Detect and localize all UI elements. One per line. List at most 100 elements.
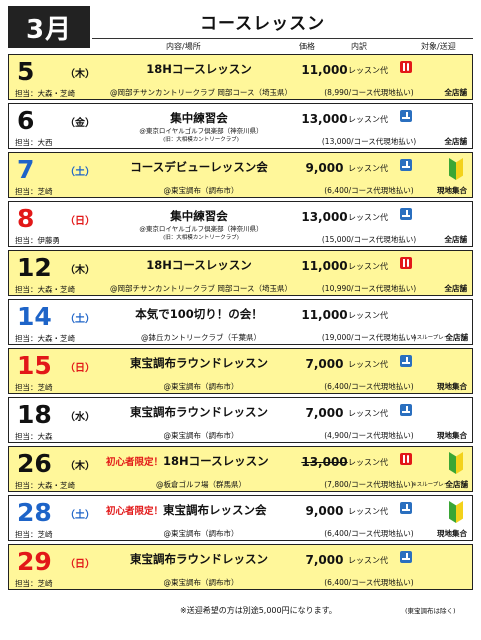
course-fee-note: (6,400/コース代現地払い) (324, 578, 414, 587)
event-price: 9,000 (305, 504, 344, 518)
event-day: 18 (17, 400, 52, 429)
event-day: 8 (17, 204, 35, 233)
event-destination: 現地集合 (437, 529, 467, 538)
driving-range-icon (400, 502, 412, 514)
event-staff: 担当：大森 (15, 432, 53, 441)
event-destination: 現地集合 (437, 431, 467, 440)
event-venue-wrap: @東京ロイヤルゴルフ倶楽部（神奈川県） (旧：大相模カントリークラブ) (95, 225, 307, 242)
driving-range-icon (400, 208, 412, 220)
event-title: 集中練習会 (170, 111, 228, 125)
event-day: 7 (17, 155, 35, 184)
event-destination: 現地集合 (437, 186, 467, 195)
event-venue: @東京ロイヤルゴルフ倶楽部（神奈川県） (139, 127, 263, 135)
course-fee-note: (4,900/コース代現地払い) (324, 431, 414, 440)
schedule-row[interactable]: 12 （木） 担当：大森・芝崎 18Hコースレッスン @岡部チサンカントリークラブ 岡部… (8, 250, 473, 296)
event-price: 13,000 (301, 455, 348, 469)
beginner-mark-icon (449, 158, 463, 180)
event-venue: @板倉ゴルフ場（群馬県） (156, 480, 246, 489)
month-label: 3月 (8, 6, 90, 48)
event-title: 18Hコースレッスン (146, 258, 252, 272)
column-header-price: 価格 (299, 42, 315, 51)
footer-note: ※送迎希望の方は別途5,000円になります。 (180, 606, 337, 615)
schedule-row[interactable]: 18 （水） 担当：大森 東宝調布ラウンドレッスン @東宝調布（調布市） 7,000 レッス… (8, 397, 473, 443)
event-price: 11,000 (301, 259, 348, 273)
schedule-row[interactable]: 6 （金） 担当：大西 集中練習会 @東京ロイヤルゴルフ倶楽部（神奈川県） (旧：大相模カ… (8, 103, 473, 149)
course-fee-note: (6,400/コース代現地払い) (324, 529, 414, 538)
event-title: 東宝調布ラウンドレッスン (130, 405, 268, 419)
schedule-row[interactable]: 15 （日） 担当：芝崎 東宝調布ラウンドレッスン @東宝調布（調布市） 7,000 レッス… (8, 348, 473, 394)
beginner-mark-icon (449, 501, 463, 523)
event-weekday: （土） (65, 167, 95, 178)
schedule-row[interactable]: 14 （土） 担当：大森・芝崎 本気で100切り！の会！ @鉢丘カントリークラブ（千葉県… (8, 299, 473, 345)
event-staff: 担当：芝崎 (15, 579, 53, 588)
price-type: レッスン代 (348, 213, 388, 222)
event-price: 9,000 (305, 161, 344, 175)
course-fee-note: (10,990/コース代現地払い) (321, 284, 417, 293)
column-header-content: 内容/場所 (166, 42, 201, 51)
schedule-row[interactable]: 8 （日） 担当：伊藤勇 集中練習会 @東京ロイヤルゴルフ倶楽部（神奈川県） (旧：大相模… (8, 201, 473, 247)
course-fee-note: (13,000/コース代現地払い) (321, 137, 417, 146)
event-weekday: （木） (65, 265, 95, 276)
event-destination: 全店舗 (444, 235, 468, 244)
schedule-row[interactable]: 5 （木） 担当：大森・芝崎 18Hコースレッスン @岡部チサンカントリークラブ 岡部コ… (8, 54, 473, 100)
price-type: レッスン代 (348, 164, 388, 173)
event-weekday: （日） (65, 559, 95, 570)
event-day: 15 (17, 351, 52, 380)
event-day: 5 (17, 57, 35, 86)
column-header-target: 対象/送迎 (421, 42, 456, 51)
schedule-row[interactable]: 26 （木） 担当：大森・芝崎 初心者限定！18Hコースレッスン @板倉ゴルフ場（群馬県… (8, 446, 473, 492)
schedule-row[interactable]: 29 （日） 担当：芝崎 東宝調布ラウンドレッスン @東宝調布（調布市） 7,000 レッス… (8, 544, 473, 590)
event-venue: @東宝調布（調布市） (163, 578, 239, 587)
event-staff: 担当：芝崎 (15, 187, 53, 196)
event-title: 18Hコースレッスン (146, 62, 252, 76)
event-venue: @鉢丘カントリークラブ（千葉県） (141, 333, 261, 342)
event-staff: 担当：芝崎 (15, 530, 53, 539)
event-destination: 全店舗 (444, 137, 468, 146)
driving-range-icon (400, 355, 412, 367)
driving-range-icon (400, 110, 412, 122)
meal-icon (400, 453, 412, 465)
event-title: 東宝調布ラウンドレッスン (130, 356, 268, 370)
event-staff: 担当：大森・芝崎 (15, 481, 75, 490)
schedule-row[interactable]: 7 （土） 担当：芝崎 コースデビューレッスン会 @東宝調布（調布市） 9,000 レッスン… (8, 152, 473, 198)
price-type: レッスン代 (348, 311, 388, 320)
event-day: 6 (17, 106, 35, 135)
driving-range-icon (400, 551, 412, 563)
event-day: 28 (17, 498, 52, 527)
footer-note-exception: (東宝調布は除く) (405, 607, 456, 615)
course-fee-note: (6,400/コース代現地払い) (324, 382, 414, 391)
event-weekday: （木） (65, 461, 95, 472)
price-type: レッスン代 (348, 507, 388, 516)
event-staff: 担当：芝崎 (15, 383, 53, 392)
schedule-row[interactable]: 28 （土） 担当：芝崎 初心者限定！東宝調布レッスン会 @東宝調布（調布市） 9,000… (8, 495, 473, 541)
event-day: 26 (17, 449, 52, 478)
event-venue: @東宝調布（調布市） (163, 382, 239, 391)
event-weekday: （木） (65, 69, 95, 80)
event-prefix: 初心者限定！ (106, 506, 164, 517)
event-price: 13,000 (301, 210, 348, 224)
meal-icon (400, 61, 412, 73)
course-fee-note: (6,400/コース代現地払い) (324, 186, 414, 195)
price-type: レッスン代 (348, 262, 388, 271)
beginner-mark-icon (449, 452, 463, 474)
event-venue: @岡部チサンカントリークラブ 岡部コース（埼玉県） (109, 284, 292, 293)
event-venue: @東宝調布（調布市） (163, 186, 239, 195)
event-title: 集中練習会 (170, 209, 228, 223)
event-day: 14 (17, 302, 52, 331)
event-title: 東宝調布レッスン会 (163, 503, 267, 517)
header-divider (92, 38, 473, 39)
driving-range-icon (400, 159, 412, 171)
event-venue: @岡部チサンカントリークラブ 岡部コース（埼玉県） (109, 88, 292, 97)
event-day: 12 (17, 253, 52, 282)
column-header-breakdown: 内訳 (351, 42, 367, 51)
event-venue: @東宝調布（調布市） (163, 529, 239, 538)
event-weekday: （日） (65, 363, 95, 374)
event-prefix: 初心者限定！ (106, 457, 164, 468)
event-venue-wrap: @東京ロイヤルゴルフ倶楽部（神奈川県） (旧：大相模カントリークラブ) (95, 127, 307, 144)
course-fee-note: (7,800/コース代現地払い) (324, 480, 414, 489)
event-staff: 担当：大森・芝崎 (15, 89, 75, 98)
price-type: レッスン代 (348, 115, 388, 124)
event-destination: 現地集合 (437, 382, 467, 391)
event-title: 18Hコースレッスン (163, 454, 269, 468)
event-price: 11,000 (301, 308, 348, 322)
